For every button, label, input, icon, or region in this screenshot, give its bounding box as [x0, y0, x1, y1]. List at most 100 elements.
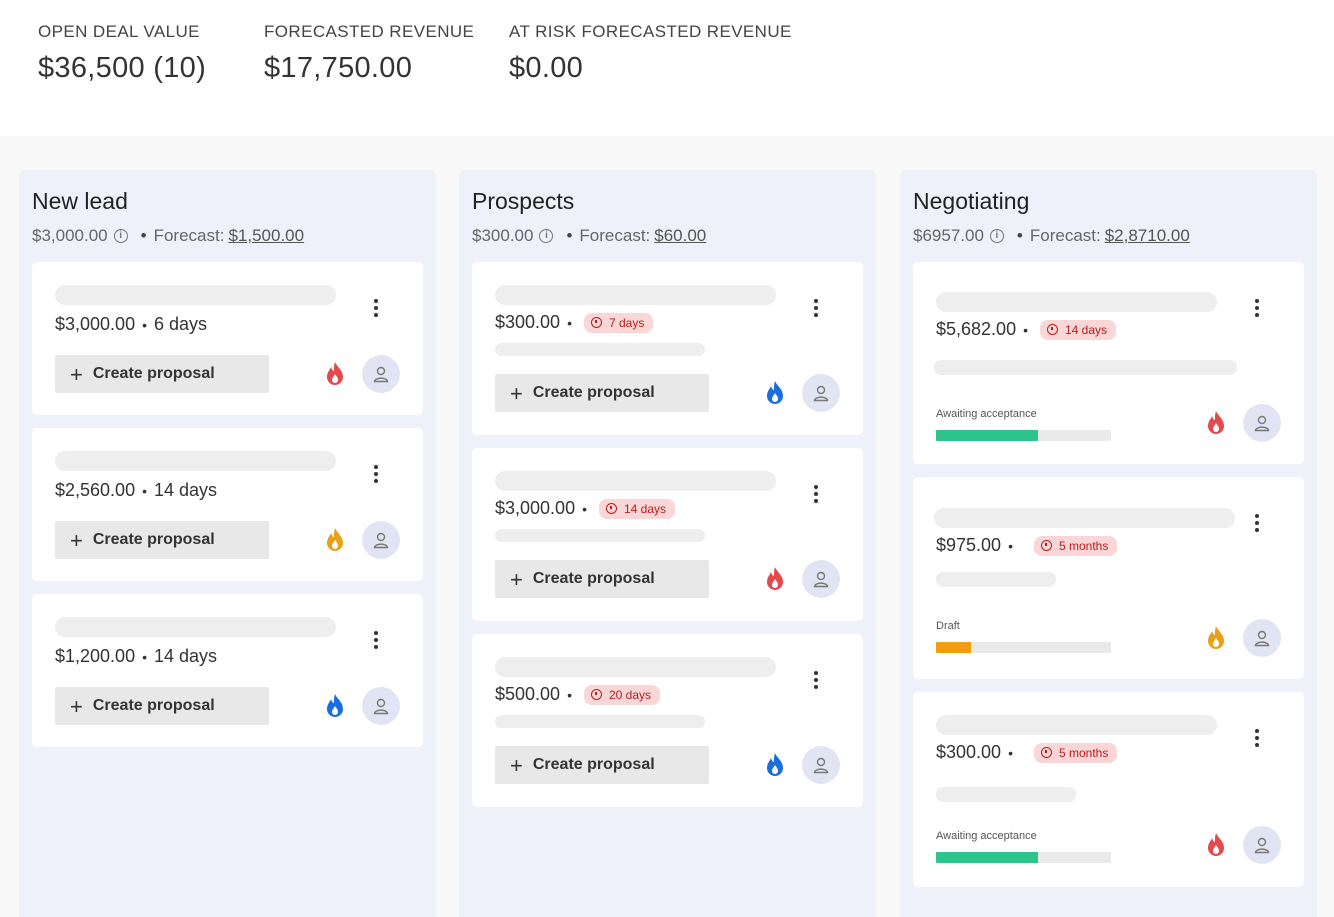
deal-amount: $2,560.00 [55, 480, 136, 500]
flame-icon[interactable] [764, 380, 786, 406]
create-proposal-button[interactable]: + Create proposal [495, 746, 709, 784]
user-avatar-icon[interactable] [362, 521, 400, 559]
deal-detail-placeholder [495, 715, 705, 728]
user-avatar-icon[interactable] [1243, 619, 1281, 657]
user-avatar-icon[interactable] [802, 374, 840, 412]
flame-icon[interactable] [764, 566, 786, 592]
flame-icon[interactable] [1205, 832, 1227, 858]
deal-card[interactable]: $5,682.00 • 14 days Awaiting acceptance [913, 262, 1304, 464]
deal-card[interactable]: $300.00 • 5 months Awaiting acceptance [913, 692, 1304, 887]
create-proposal-label: Create proposal [532, 756, 655, 773]
plus-icon: + [510, 753, 523, 778]
deal-card[interactable]: $2,560.00 • 14 days + Create proposal [32, 428, 423, 581]
column-summary: $3,000.00 i • Forecast: $1,500.00 [32, 226, 304, 246]
forecast-value-link[interactable]: $1,500.00 [228, 226, 305, 245]
deal-detail-placeholder [936, 572, 1056, 587]
deal-detail-placeholder [495, 343, 705, 356]
info-icon[interactable]: i [113, 229, 128, 243]
flame-icon[interactable] [764, 752, 786, 778]
proposal-status-label: Draft [936, 620, 960, 632]
create-proposal-label: Create proposal [92, 365, 215, 382]
deal-title-placeholder [55, 451, 336, 471]
deal-amount-row: $300.00 • 5 months [936, 742, 1118, 763]
age-badge-text: 7 days [608, 315, 645, 330]
deal-amount: $975.00 [936, 535, 1002, 555]
user-avatar-icon[interactable] [362, 355, 400, 393]
pipeline-board: New lead $3,000.00 i • Forecast: $1,500.… [0, 136, 1334, 917]
kebab-menu-icon[interactable] [366, 296, 386, 320]
kebab-menu-icon[interactable] [1247, 511, 1267, 535]
progress-fill [936, 642, 971, 653]
age-badge: 5 months [1033, 742, 1118, 763]
kebab-menu-icon[interactable] [366, 462, 386, 486]
deal-card[interactable]: $3,000.00 • 14 days + Create proposal [472, 448, 863, 621]
user-avatar-icon[interactable] [802, 746, 840, 784]
deal-title-placeholder [55, 617, 336, 637]
flame-icon[interactable] [324, 361, 346, 387]
user-avatar-icon[interactable] [1243, 404, 1281, 442]
clock-icon [590, 689, 602, 700]
flame-icon[interactable] [324, 527, 346, 553]
proposal-progress-bar [936, 642, 1111, 653]
age-badge-text: 20 days [608, 687, 652, 702]
age-badge-text: 5 months [1058, 745, 1109, 760]
column-title: Negotiating [913, 188, 1030, 214]
deal-amount: $300.00 [936, 742, 1002, 762]
create-proposal-button[interactable]: + Create proposal [55, 687, 269, 725]
deal-card[interactable]: $975.00 • 5 months Draft [913, 477, 1304, 679]
create-proposal-label: Create proposal [532, 570, 655, 587]
age-badge: 5 months [1033, 535, 1118, 556]
deal-age: 14 days [153, 480, 218, 500]
plus-icon: + [510, 381, 523, 406]
deal-amount-row: $5,682.00 • 14 days [936, 319, 1117, 340]
user-avatar-icon[interactable] [802, 560, 840, 598]
deal-title-placeholder [55, 285, 336, 305]
age-badge-text: 5 months [1058, 538, 1109, 553]
column-title: Prospects [472, 188, 575, 214]
user-avatar-icon[interactable] [362, 687, 400, 725]
user-avatar-icon[interactable] [1243, 826, 1281, 864]
clock-icon [605, 503, 617, 514]
deal-title-placeholder [495, 471, 776, 491]
create-proposal-button[interactable]: + Create proposal [495, 374, 709, 412]
stat-label: OPEN DEAL VALUE [38, 22, 200, 41]
kebab-menu-icon[interactable] [806, 668, 826, 692]
progress-fill [936, 852, 1038, 863]
deal-amount: $300.00 [495, 312, 561, 332]
stat-label: AT RISK FORECASTED REVENUE [509, 22, 792, 41]
flame-icon[interactable] [1205, 410, 1227, 436]
separator-dot: • [1016, 226, 1023, 245]
deal-card[interactable]: $500.00 • 20 days + Create proposal [472, 634, 863, 807]
info-icon[interactable]: i [539, 229, 554, 243]
kebab-menu-icon[interactable] [1247, 726, 1267, 750]
age-badge-text: 14 days [623, 501, 667, 516]
kebab-menu-icon[interactable] [366, 628, 386, 652]
create-proposal-label: Create proposal [92, 697, 215, 714]
create-proposal-button[interactable]: + Create proposal [55, 355, 269, 393]
flame-icon[interactable] [324, 693, 346, 719]
stat-at-risk-revenue: AT RISK FORECASTED REVENUE $0.00 [509, 22, 792, 85]
create-proposal-button[interactable]: + Create proposal [55, 521, 269, 559]
create-proposal-label: Create proposal [532, 384, 655, 401]
kebab-menu-icon[interactable] [806, 296, 826, 320]
deal-card[interactable]: $3,000.00 • 6 days + Create proposal [32, 262, 423, 415]
kebab-menu-icon[interactable] [806, 482, 826, 506]
deal-age: 14 days [153, 646, 218, 666]
flame-icon[interactable] [1205, 625, 1227, 651]
deal-card[interactable]: $1,200.00 • 14 days + Create proposal [32, 594, 423, 747]
progress-fill [936, 430, 1038, 441]
kebab-menu-icon[interactable] [1247, 296, 1267, 320]
clock-icon [590, 317, 602, 328]
age-badge: 14 days [598, 498, 676, 519]
deal-title-placeholder [936, 292, 1217, 312]
forecast-value-link[interactable]: $60.00 [654, 226, 707, 245]
forecast-label: Forecast: [579, 226, 651, 245]
forecast-value-link[interactable]: $2,8710.00 [1104, 226, 1190, 245]
stats-header: OPEN DEAL VALUE $36,500 (10) FORECASTED … [0, 0, 1334, 136]
proposal-status-label: Awaiting acceptance [936, 830, 1037, 842]
deal-card[interactable]: $300.00 • 7 days + Create proposal [472, 262, 863, 435]
stat-open-deal-value: OPEN DEAL VALUE $36,500 (10) [38, 22, 206, 85]
info-icon[interactable]: i [989, 229, 1004, 243]
plus-icon: + [510, 567, 523, 592]
create-proposal-button[interactable]: + Create proposal [495, 560, 709, 598]
